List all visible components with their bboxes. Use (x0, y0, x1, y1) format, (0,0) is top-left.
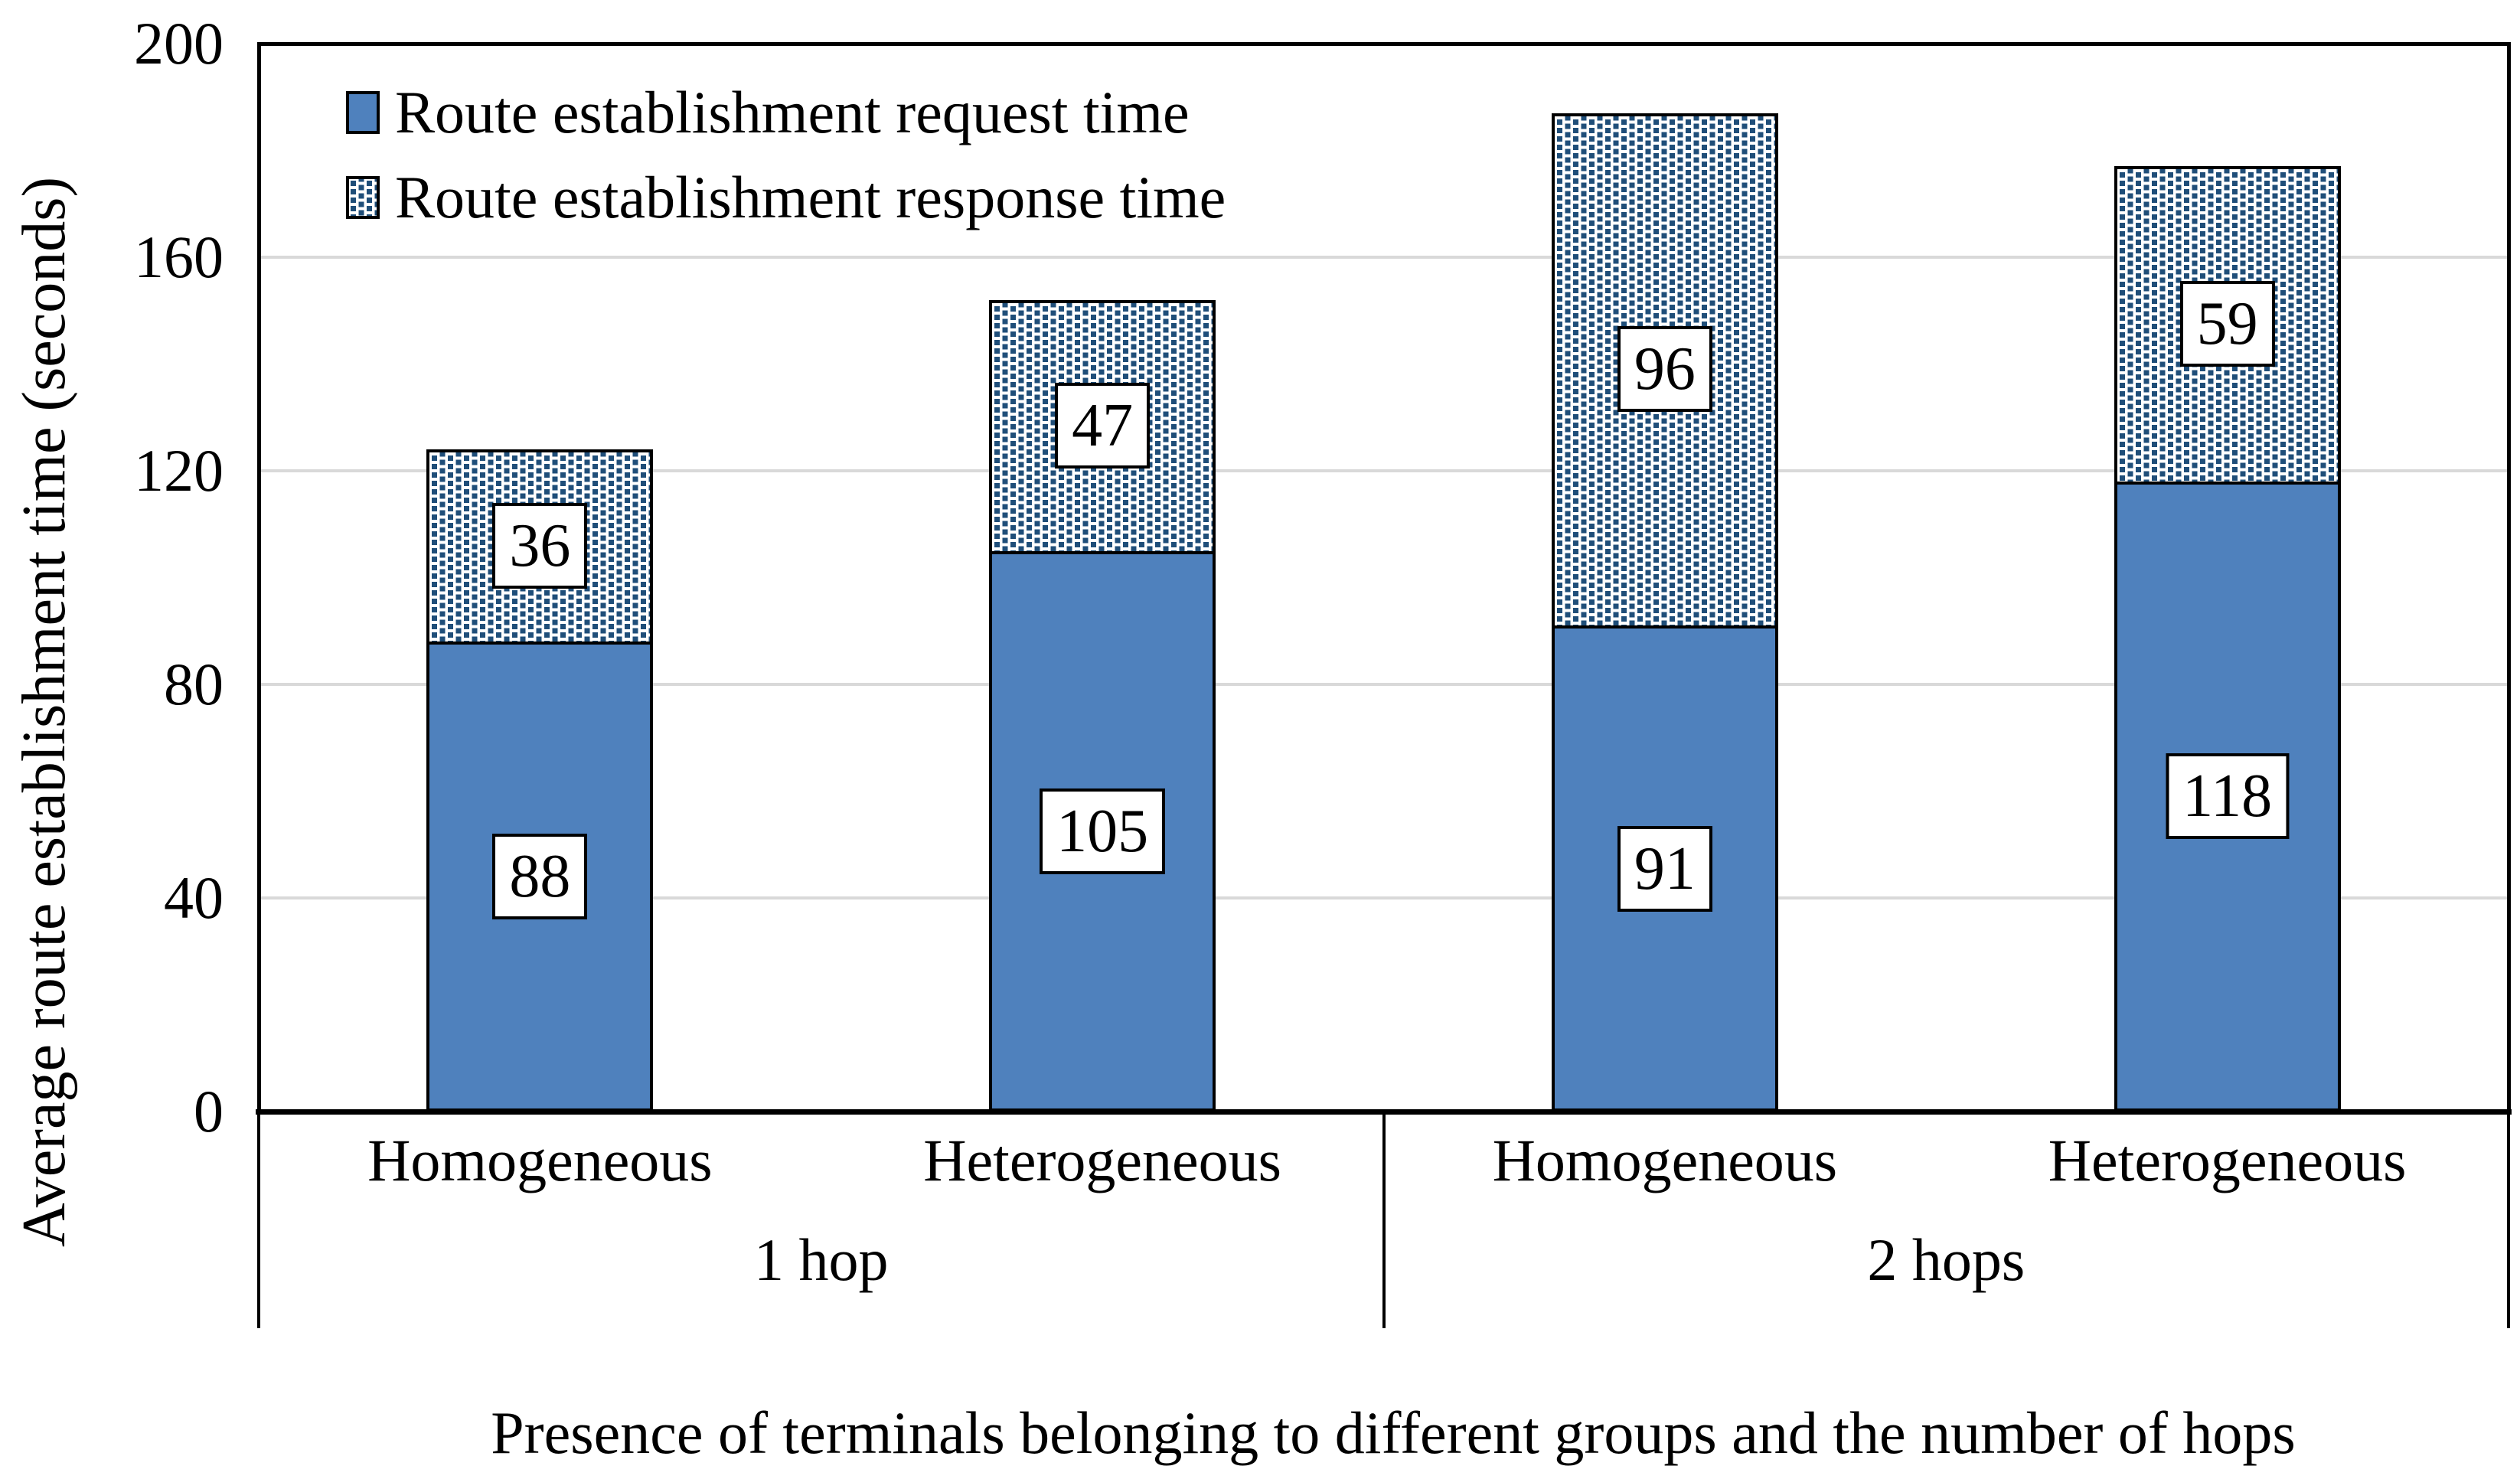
group-label: 1 hop (754, 1226, 889, 1293)
gridline (259, 256, 2509, 259)
legend-swatch-request-icon (346, 91, 380, 134)
gridline (259, 896, 2509, 899)
plot-border-left (257, 42, 261, 1113)
y-tick-label: 200 (134, 10, 224, 77)
legend-item-request: Route establishment request time (346, 83, 1190, 142)
y-tick-label: 120 (134, 437, 224, 504)
group-separator (1382, 1112, 1386, 1328)
legend-swatch-response-icon (346, 176, 380, 219)
category-label: Heterogeneous (2048, 1127, 2407, 1193)
x-axis-title: Presence of terminals belonging to diffe… (491, 1399, 2296, 1466)
y-tick-label: 80 (164, 651, 224, 717)
y-tick-label: 160 (134, 224, 224, 290)
legend-item-response: Route establishment response time (346, 168, 1226, 227)
value-label-request: 91 (1617, 825, 1712, 912)
legend-label-response: Route establishment response time (395, 164, 1226, 230)
group-label: 2 hops (1867, 1226, 2025, 1293)
group-separator (257, 1112, 260, 1328)
gridline (259, 683, 2509, 686)
category-label: Homogeneous (367, 1127, 713, 1193)
legend-label-request: Route establishment request time (395, 79, 1190, 145)
value-label-response: 36 (492, 502, 588, 589)
y-tick-label: 0 (194, 1078, 224, 1144)
category-label: Heterogeneous (923, 1127, 1282, 1193)
bar-segment-response (1551, 113, 1778, 626)
value-label-response: 47 (1055, 382, 1151, 469)
value-label-request: 105 (1040, 788, 1166, 874)
value-label-request: 118 (2166, 753, 2290, 840)
value-label-request: 88 (492, 834, 588, 920)
y-tick-label: 40 (164, 864, 224, 931)
category-label: Homogeneous (1492, 1127, 1838, 1193)
plot-border-right (2507, 42, 2511, 1113)
gridline (259, 469, 2509, 472)
value-label-response: 96 (1617, 326, 1712, 413)
plot-border-top (257, 42, 2510, 46)
group-separator (2507, 1112, 2510, 1328)
value-label-response: 59 (2179, 281, 2275, 367)
